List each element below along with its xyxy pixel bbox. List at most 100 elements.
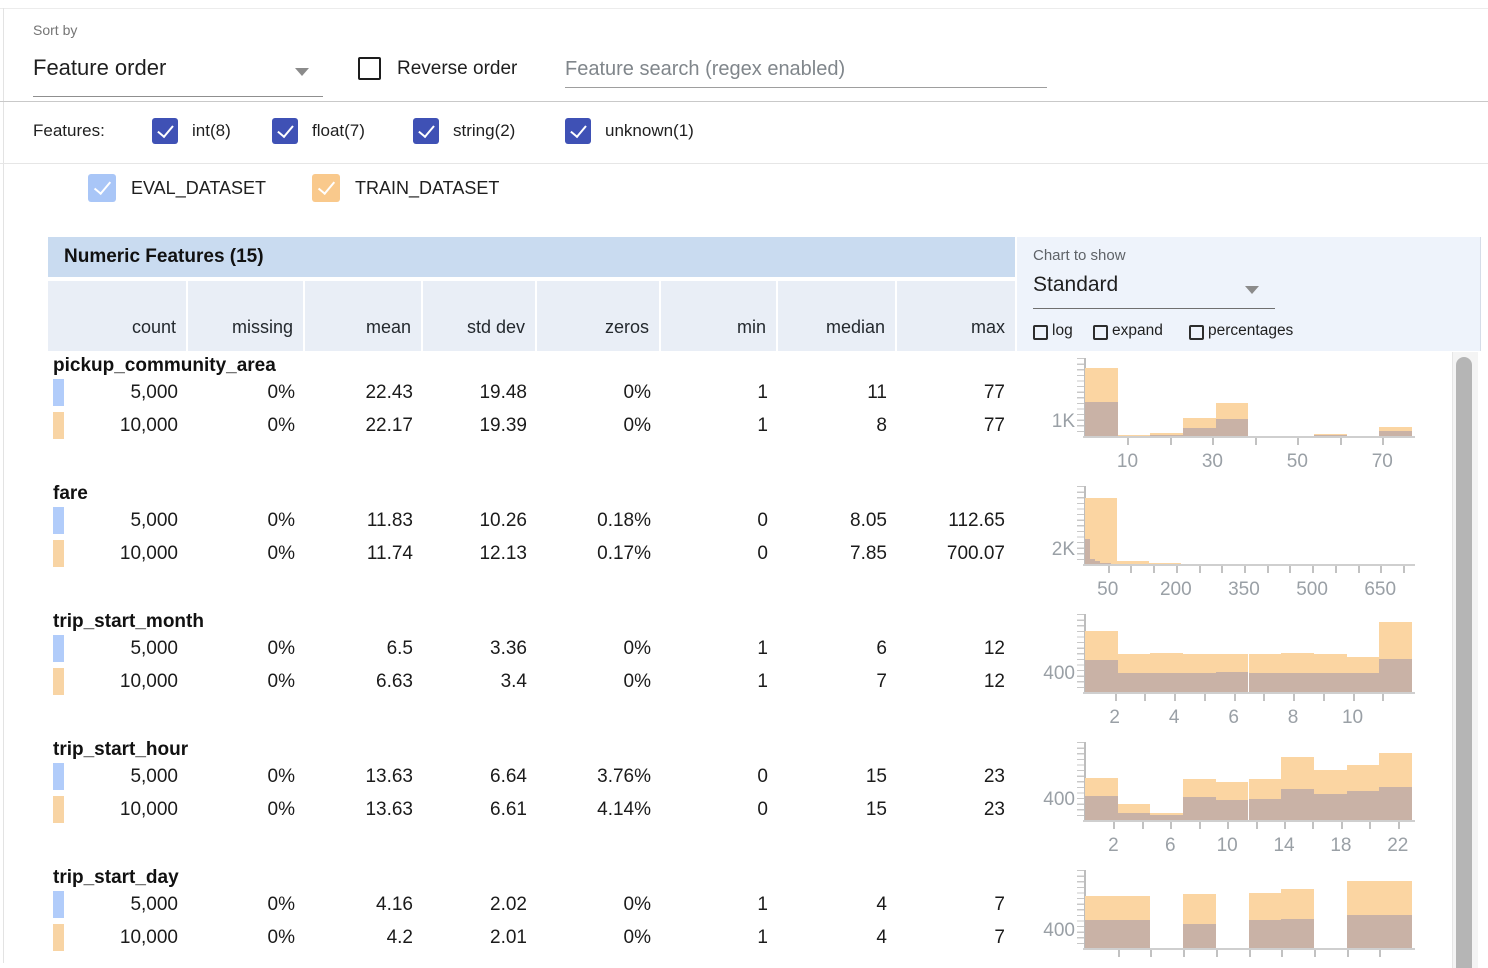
stat-cell: 5,000 [130, 766, 178, 787]
x-axis-tick [1212, 438, 1215, 445]
stat-cell: 10,000 [119, 415, 178, 436]
stat-cell: 4.16 [376, 894, 413, 915]
x-axis-tick [1346, 950, 1349, 957]
feature-name: trip_start_month [53, 611, 204, 632]
histogram-bar-eval [1313, 794, 1347, 820]
stat-cell: 11.83 [366, 510, 413, 531]
stat-row-eval: 5,000 0% 6.5 3.36 0% 1 6 12 [48, 632, 1015, 665]
histogram-pickup_community_area: 1K 10 30 50 70 [1013, 352, 1458, 480]
x-axis-tick [1175, 566, 1178, 573]
stat-cell: 0% [623, 415, 651, 436]
feature-name: pickup_community_area [53, 355, 276, 376]
train-swatch [53, 924, 64, 951]
histogram-bar-train [1085, 498, 1117, 564]
histogram-bar-eval [1183, 427, 1216, 436]
histogram-bar-eval [1313, 434, 1347, 436]
stat-cell: 5,000 [130, 894, 178, 915]
stat-cell: 0% [267, 766, 295, 787]
stats-column-headers: count missing mean std dev zeros min median max [48, 281, 1015, 351]
x-tick-label: 50 [1286, 451, 1308, 472]
log-checkbox[interactable] [1033, 325, 1048, 340]
x-axis-tick [1127, 438, 1130, 445]
dataset-checkbox[interactable] [88, 174, 116, 202]
y-axis-label: 1K [1051, 411, 1075, 433]
x-axis-tick [1380, 566, 1383, 573]
histogram-bar-eval [1183, 672, 1216, 692]
x-axis-tick [1144, 694, 1147, 701]
histogram-bar-eval [1117, 672, 1151, 692]
x-axis-tick [1233, 694, 1236, 701]
stat-cell: 1 [757, 638, 768, 659]
x-axis-tick [1322, 694, 1325, 701]
x-tick-label: 10 [1216, 835, 1238, 856]
type-filter-checkbox[interactable] [565, 118, 591, 144]
stat-cell: 12 [983, 671, 1005, 692]
histogram-bar-eval [1313, 672, 1347, 692]
x-axis-tick [1141, 822, 1144, 829]
scrollbar-thumb[interactable] [1456, 357, 1472, 968]
x-axis-tick [1255, 822, 1258, 829]
feature-search-input[interactable] [565, 52, 1047, 88]
histogram-bar-eval [1379, 787, 1412, 820]
eval-swatch [53, 507, 64, 534]
stat-cell: 2.01 [490, 927, 527, 948]
histogram-bar-eval [1215, 419, 1249, 436]
histogram-bar-eval [1095, 561, 1101, 564]
stat-cell: 23 [983, 799, 1005, 820]
type-filter-checkbox[interactable] [413, 118, 439, 144]
histogram-trip_start_month: 400 2 4 6 8 10 [1013, 608, 1458, 736]
x-axis-tick [1170, 822, 1173, 829]
dataset-label: TRAIN_DATASET [355, 177, 500, 198]
x-axis-tick [1402, 566, 1405, 573]
type-filter-checkbox[interactable] [152, 118, 178, 144]
top-border-line [0, 8, 1488, 9]
swatch-cell [48, 376, 64, 409]
chart-to-show-dropdown[interactable]: Standard [1033, 273, 1119, 296]
x-axis-line [1083, 820, 1415, 822]
histogram-bar-eval [1100, 562, 1106, 564]
x-tick-label: 500 [1296, 579, 1328, 600]
x-axis-line [1083, 948, 1415, 950]
type-filter-checkbox[interactable] [272, 118, 298, 144]
x-tick-label: 30 [1201, 451, 1223, 472]
x-axis-tick [1248, 950, 1251, 957]
stat-cell: 1 [757, 671, 768, 692]
stat-cell: 7 [994, 894, 1005, 915]
histograms-column: 1K 10 30 50 70 2K 50 200 350 500 650 400 2 4 6 8 10 400 2 6… [1013, 352, 1481, 968]
x-axis-tick [1227, 822, 1230, 829]
y-axis-label: 400 [1043, 662, 1075, 684]
stat-cell: 11 [867, 382, 887, 403]
histogram-bar-eval [1346, 791, 1380, 820]
type-filter-label: string(2) [453, 121, 516, 140]
stat-cell: 10,000 [119, 543, 178, 564]
x-tick-label: 10 [1341, 707, 1364, 728]
column-header-count: count [48, 281, 188, 351]
stat-cell: 6.64 [490, 766, 527, 787]
stat-cell: 77 [983, 415, 1005, 436]
reverse-order-checkbox[interactable] [358, 57, 381, 80]
x-tick-label: 2 [1108, 835, 1119, 856]
expand-checkbox[interactable] [1093, 325, 1108, 340]
histogram-bar-eval [1379, 431, 1412, 436]
feature-block-trip_start_month: trip_start_month 5,000 0% 6.5 3.36 0% 1 6 12 10,0… [48, 608, 1015, 736]
histogram-fare: 2K 50 200 350 500 650 [1013, 480, 1458, 608]
histogram-bar-eval [1215, 800, 1249, 820]
left-border-line [3, 8, 4, 963]
divider [0, 101, 1488, 102]
x-axis-tick [1198, 822, 1201, 829]
chart-to-show-underline [1033, 308, 1275, 309]
x-axis-tick [1117, 950, 1120, 957]
stat-cell: 0.18% [597, 510, 651, 531]
stat-cell: 0 [757, 543, 768, 564]
x-axis-tick [1284, 822, 1287, 829]
stat-cell: 1 [757, 382, 768, 403]
x-axis-tick [1243, 566, 1246, 573]
x-axis-tick [1289, 566, 1292, 573]
chevron-down-icon [295, 68, 309, 76]
stat-row-train: 10,000 0% 11.74 12.13 0.17% 0 7.85 700.07 [48, 537, 1015, 570]
dataset-checkbox[interactable] [312, 174, 340, 202]
histogram-bar-eval [1379, 915, 1412, 948]
sort-by-dropdown[interactable]: Feature order [33, 55, 167, 80]
train-swatch [53, 412, 64, 439]
percentages-checkbox[interactable] [1189, 325, 1204, 340]
